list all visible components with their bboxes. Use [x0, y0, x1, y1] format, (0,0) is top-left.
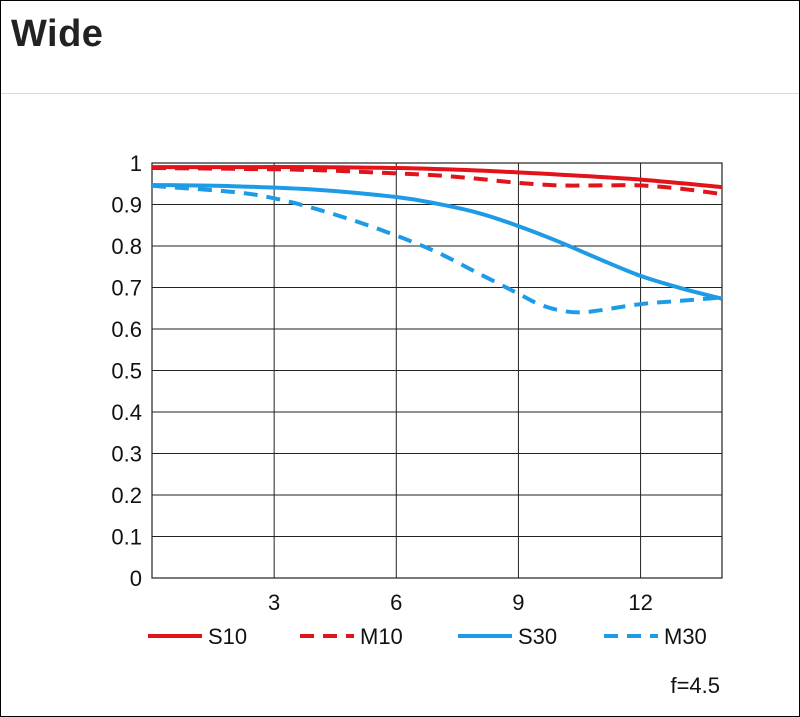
y-tick-label: 0.4	[111, 400, 142, 425]
x-tick-label: 6	[390, 590, 402, 615]
y-tick-label: 0.6	[111, 317, 142, 342]
page-title: Wide	[11, 13, 104, 55]
legend-label-s30: S30	[518, 624, 557, 649]
y-tick-label: 0	[130, 566, 142, 591]
series-line-m10	[151, 166, 723, 197]
legend-label-m30: M30	[664, 624, 707, 649]
y-axis-ticks: 0 0.1 0.2 0.3 0.4 0.5 0.6 0.7 0.8 0.9 1	[111, 151, 142, 591]
series-line-s30	[151, 183, 723, 301]
y-tick-label: 0.5	[111, 359, 142, 384]
y-tick-label: 0.8	[111, 234, 142, 259]
y-tick-label: 0.7	[111, 276, 142, 301]
x-tick-label: 12	[628, 590, 652, 615]
series-line-m30	[151, 183, 723, 315]
plot-frame	[151, 162, 723, 579]
chart-grid	[151, 162, 723, 579]
y-tick-label: 1	[130, 151, 142, 176]
y-tick-label: 0.2	[111, 483, 142, 508]
x-tick-label: 3	[268, 590, 280, 615]
y-tick-label: 0.3	[111, 442, 142, 467]
y-tick-label: 0.1	[111, 525, 142, 550]
series-line-s10	[152, 165, 723, 190]
legend-label-s10: S10	[208, 624, 247, 649]
legend-label-m10: M10	[360, 624, 403, 649]
panel-header: Wide	[1, 1, 799, 94]
y-tick-label: 0.9	[111, 193, 142, 218]
chart-legend: S10 M10 S30 M30	[148, 624, 707, 649]
x-axis-ticks: 3 6 9 12	[268, 590, 653, 615]
series-lines	[151, 165, 723, 315]
aperture-annotation: f=4.5	[670, 673, 720, 698]
x-tick-label: 9	[512, 590, 524, 615]
